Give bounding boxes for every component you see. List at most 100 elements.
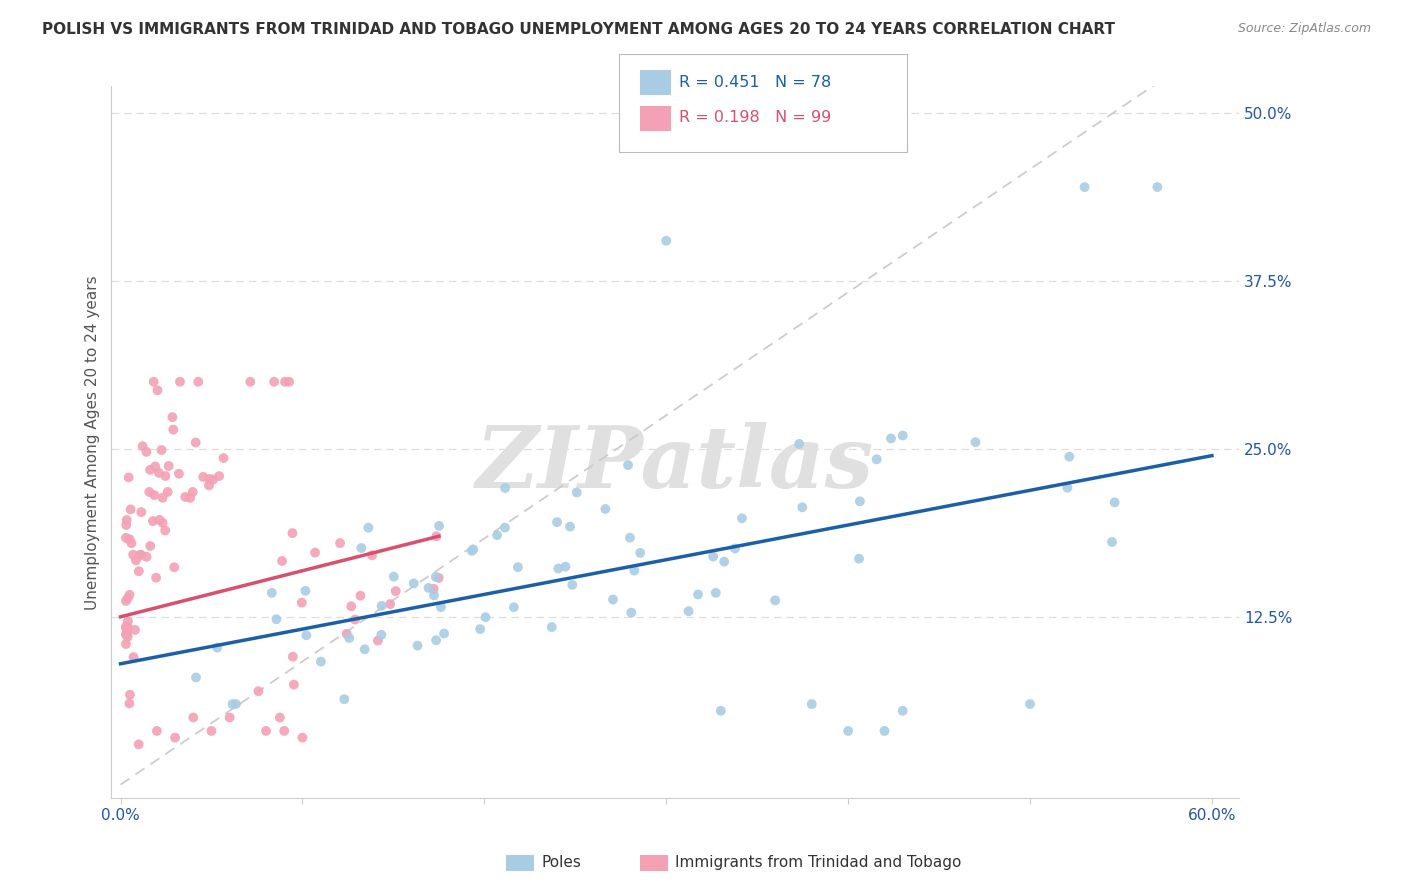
Point [502, 600, 524, 615]
Point [118, 697, 141, 711]
Point [122, 650, 145, 665]
Point [620, 606, 643, 620]
Point [278, 375, 301, 389]
Point [848, 551, 870, 566]
Point [225, 697, 247, 711]
Point [117, 630, 139, 644]
Point [506, 560, 529, 574]
Point [304, 545, 326, 559]
Point [205, 640, 228, 655]
Point [115, 594, 138, 608]
Point [1146, 180, 1168, 194]
Point [146, 723, 169, 738]
Point [1056, 481, 1078, 495]
Point [1101, 535, 1123, 549]
Point [602, 592, 624, 607]
Point [333, 692, 356, 706]
Point [163, 560, 186, 574]
Point [274, 375, 297, 389]
Point [470, 622, 492, 636]
Point [138, 485, 160, 500]
Point [295, 628, 318, 642]
Point [117, 614, 139, 628]
Point [291, 731, 314, 745]
Point [281, 526, 304, 541]
Point [125, 553, 148, 567]
Point [763, 593, 786, 607]
Point [181, 710, 204, 724]
Point [554, 559, 576, 574]
Point [153, 524, 176, 538]
Point [655, 234, 678, 248]
Point [370, 628, 392, 642]
Point [370, 599, 392, 613]
Point [184, 435, 207, 450]
Point [294, 583, 316, 598]
Point [181, 484, 204, 499]
Point [202, 472, 225, 486]
Point [221, 697, 243, 711]
Point [260, 586, 283, 600]
Point [350, 541, 373, 555]
Point [129, 548, 152, 562]
Point [357, 521, 380, 535]
Text: Source: ZipAtlas.com: Source: ZipAtlas.com [1237, 22, 1371, 36]
Text: R = 0.451   N = 78: R = 0.451 N = 78 [679, 75, 831, 89]
Point [174, 490, 197, 504]
Point [406, 639, 429, 653]
Point [135, 549, 157, 564]
Point [152, 516, 174, 530]
Point [425, 633, 447, 648]
Point [686, 587, 709, 601]
Point [179, 491, 201, 505]
Point [494, 481, 516, 495]
Point [139, 539, 162, 553]
Text: R = 0.198   N = 99: R = 0.198 N = 99 [679, 111, 831, 125]
Point [367, 633, 389, 648]
Point [157, 458, 180, 473]
Point [139, 463, 162, 477]
Point [1104, 495, 1126, 509]
Point [800, 697, 823, 711]
Point [266, 612, 288, 626]
Point [145, 571, 167, 585]
Point [128, 564, 150, 578]
Point [880, 431, 903, 445]
Point [474, 610, 496, 624]
Point [430, 600, 453, 615]
Point [425, 570, 447, 584]
Point [540, 620, 562, 634]
Point [1073, 180, 1095, 194]
Point [558, 519, 581, 533]
Point [281, 649, 304, 664]
Point [713, 555, 735, 569]
Point [891, 704, 914, 718]
Point [115, 531, 138, 545]
Point [118, 533, 141, 547]
Point [422, 582, 444, 596]
Point [142, 375, 165, 389]
Point [135, 445, 157, 459]
Point [494, 520, 516, 534]
Point [1059, 450, 1081, 464]
Point [702, 549, 724, 564]
Point [792, 500, 814, 515]
Point [891, 428, 914, 442]
Point [965, 435, 987, 450]
Point [208, 469, 231, 483]
Point [486, 528, 509, 542]
Point [117, 591, 139, 606]
Point [380, 597, 402, 611]
Text: ZIPatlas: ZIPatlas [477, 422, 875, 505]
Point [165, 731, 187, 745]
Point [247, 684, 270, 698]
Point [198, 478, 221, 492]
Point [124, 623, 146, 637]
Point [128, 737, 150, 751]
Point [546, 515, 568, 529]
Text: Poles: Poles [541, 855, 581, 870]
Point [866, 452, 889, 467]
Point [122, 548, 145, 562]
Point [162, 410, 184, 425]
Point [187, 375, 209, 389]
